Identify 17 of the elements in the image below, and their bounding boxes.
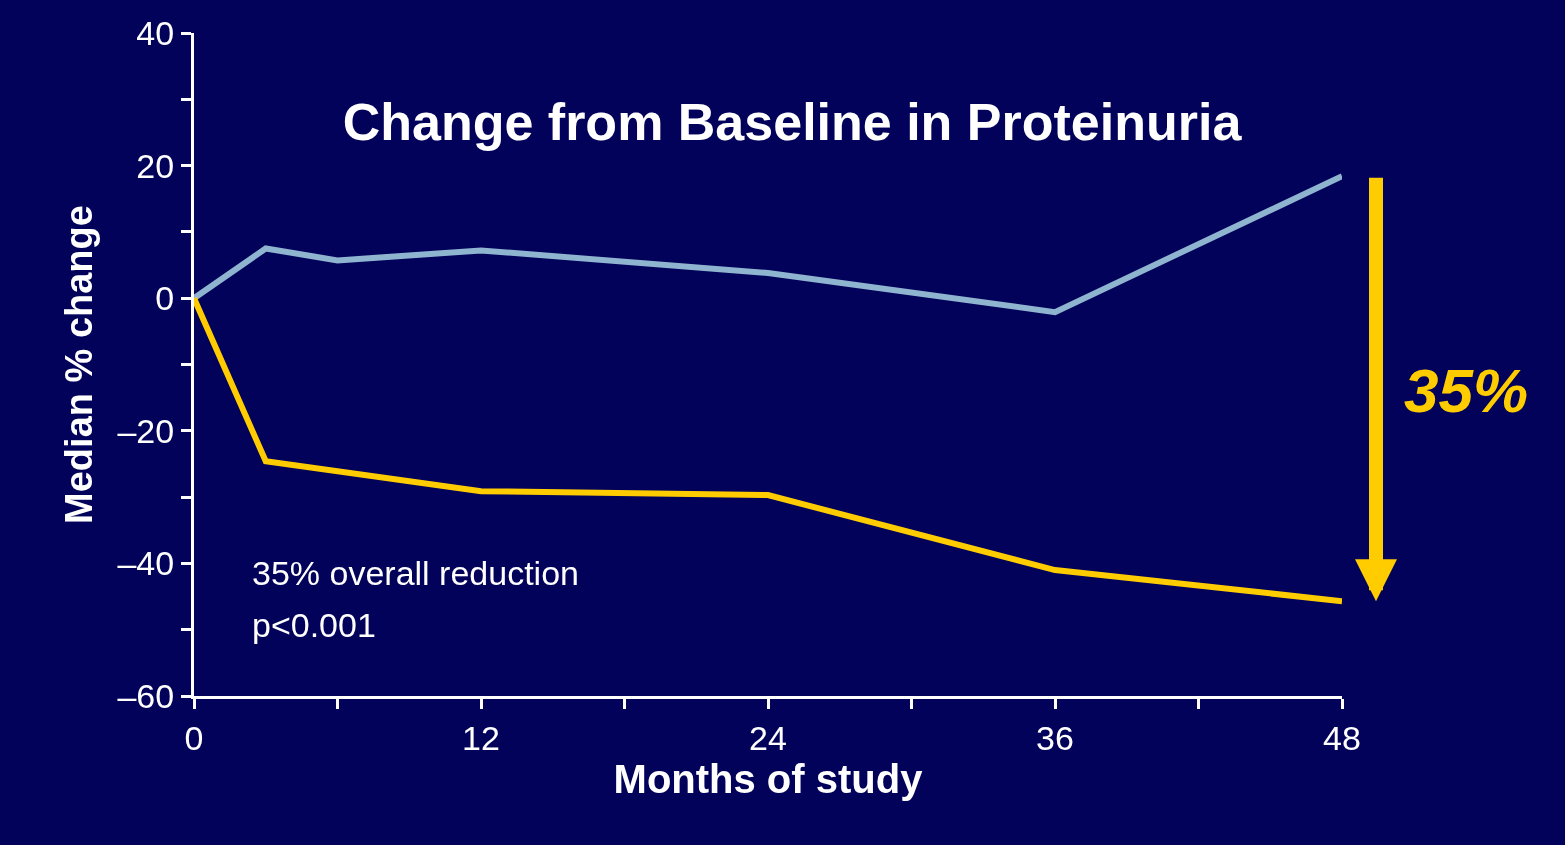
x-tick-label: 48 bbox=[1323, 718, 1361, 757]
y-tick-label: –60 bbox=[117, 676, 175, 715]
x-tick-label: 12 bbox=[462, 718, 500, 757]
x-tick-label: 0 bbox=[184, 718, 204, 757]
y-axis-title: Median % change bbox=[57, 205, 100, 524]
text: 35% bbox=[1404, 356, 1529, 425]
annotation: p<0.001 bbox=[252, 606, 376, 644]
y-tick-label: 40 bbox=[136, 13, 175, 52]
y-tick-label: 0 bbox=[155, 279, 175, 318]
x-tick-label: 24 bbox=[749, 718, 787, 757]
y-tick-label: –40 bbox=[117, 544, 175, 583]
text: Change from Baseline in Proteinuria bbox=[342, 93, 1243, 152]
annotation: 35% overall reduction bbox=[252, 554, 579, 592]
y-tick-label: 20 bbox=[136, 146, 175, 185]
y-tick-label: –20 bbox=[117, 411, 175, 450]
x-axis-title: Months of study bbox=[613, 757, 924, 802]
x-tick-label: 36 bbox=[1036, 718, 1074, 757]
